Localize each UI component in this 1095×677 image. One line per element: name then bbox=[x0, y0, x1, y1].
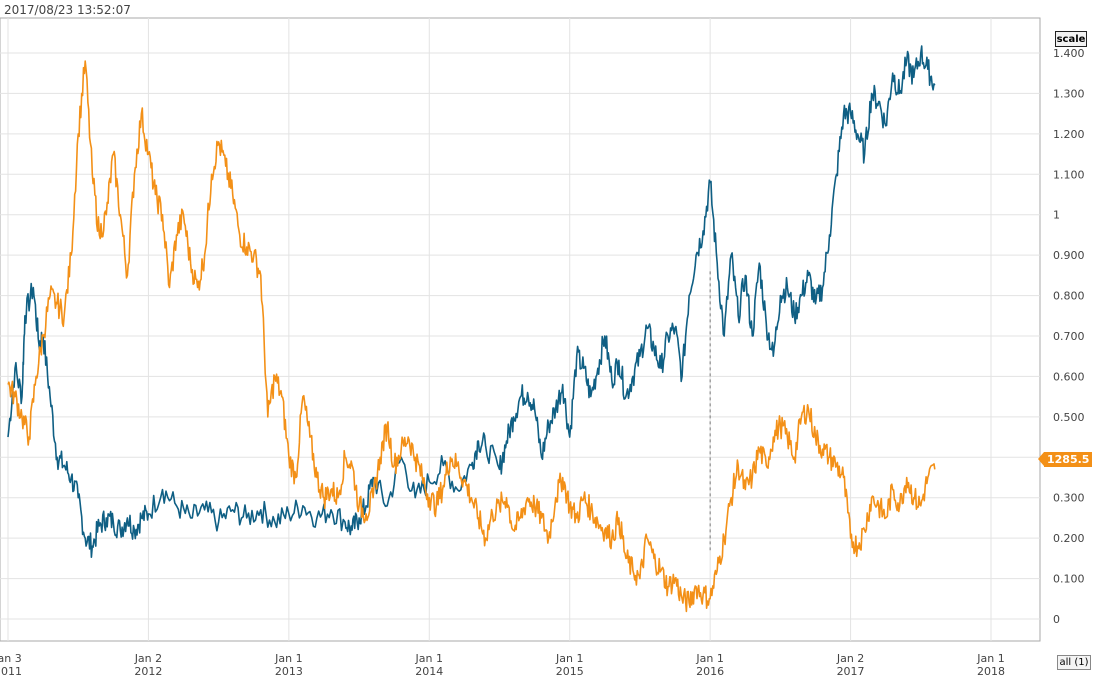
y-tick-label: 0 bbox=[1053, 613, 1060, 626]
y-tick-label: 0.500 bbox=[1053, 411, 1085, 424]
y-tick-label: 0.100 bbox=[1053, 573, 1085, 586]
x-tick-label: Jan 1 bbox=[415, 652, 443, 665]
y-tick-label: 1 bbox=[1053, 209, 1060, 222]
x-tick-year: 2017 bbox=[837, 665, 865, 677]
price-marker-arrow bbox=[1038, 452, 1044, 466]
y-axis: 1.400 1.300 1.200 1.100 1 0.900 0.800 0.700 0.60… bbox=[1053, 47, 1085, 626]
x-tick-year: 2018 bbox=[977, 665, 1005, 677]
series-line-orange bbox=[7, 60, 936, 613]
timestamp-label: 2017/08/23 13:52:07 bbox=[4, 3, 131, 17]
x-tick-year: 2015 bbox=[556, 665, 584, 677]
scale-button[interactable]: scale bbox=[1055, 31, 1087, 47]
x-tick-year: 2014 bbox=[415, 665, 443, 677]
y-tick-label: 1.100 bbox=[1053, 168, 1085, 181]
y-tick-label: 0.900 bbox=[1053, 249, 1085, 262]
y-tick-label: 0.600 bbox=[1053, 370, 1085, 383]
y-tick-label: 0.300 bbox=[1053, 492, 1085, 505]
x-tick-year: 2011 bbox=[0, 665, 22, 677]
x-tick-year: 2013 bbox=[275, 665, 303, 677]
y-tick-label: 0.200 bbox=[1053, 532, 1085, 545]
x-tick-year: 2012 bbox=[134, 665, 162, 677]
last-price-badge: 1285.5 bbox=[1044, 452, 1093, 467]
x-tick-label: Jan 1 bbox=[695, 652, 723, 665]
x-tick-label: Jan 1 bbox=[976, 652, 1004, 665]
x-tick-label: Jan 1 bbox=[274, 652, 302, 665]
series-line-blue bbox=[7, 45, 936, 558]
all-range-button[interactable]: all (1) bbox=[1057, 655, 1091, 670]
plot-frame bbox=[0, 17, 1041, 642]
y-tick-label: 1.400 bbox=[1053, 47, 1085, 60]
y-tick-label: 1.200 bbox=[1053, 128, 1085, 141]
chart-grid bbox=[0, 17, 1041, 642]
series-layer bbox=[7, 45, 936, 613]
x-tick-year: 2016 bbox=[696, 665, 724, 677]
x-tick-label: Jan 2 bbox=[836, 652, 864, 665]
y-tick-label: 0.700 bbox=[1053, 330, 1085, 343]
y-tick-label: 0.800 bbox=[1053, 290, 1085, 303]
x-tick-label: Jan 2 bbox=[134, 652, 162, 665]
y-tick-label: 1.300 bbox=[1053, 87, 1085, 100]
x-tick-label: Jan 1 bbox=[555, 652, 583, 665]
x-tick-label: Jan 3 bbox=[0, 652, 22, 665]
